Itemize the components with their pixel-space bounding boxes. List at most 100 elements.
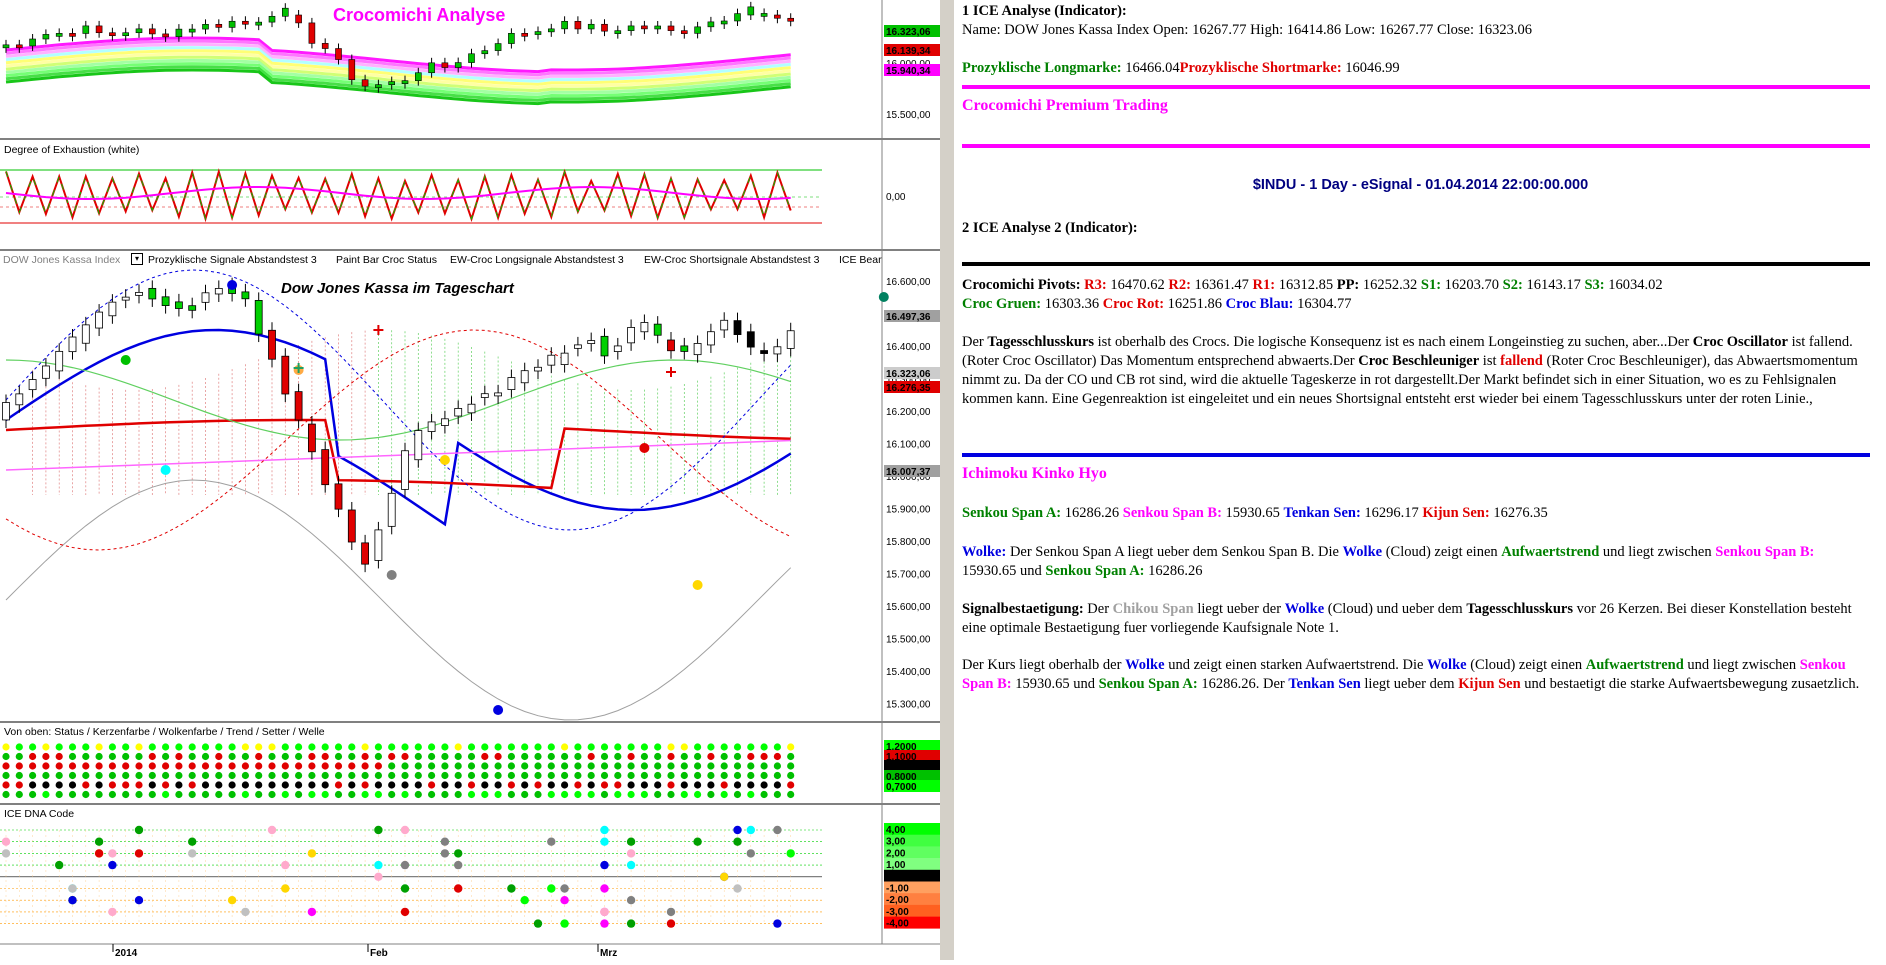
status-dot [95, 790, 103, 799]
candle [268, 329, 276, 360]
status-dot [388, 743, 396, 751]
status-dot [614, 752, 622, 761]
senkou-a-label: Senkou Span A: [962, 505, 1062, 521]
status-dot [587, 790, 595, 799]
status-dot [82, 762, 90, 770]
candle [480, 393, 489, 398]
status-dot [241, 752, 249, 761]
splitter-bar[interactable] [940, 0, 954, 960]
dna-tag: 2,00 [886, 848, 906, 859]
status-dot [255, 771, 263, 780]
status-dot [760, 752, 768, 761]
status-dot [747, 781, 755, 789]
status-dot [534, 771, 542, 780]
status-dot [281, 752, 289, 761]
dna-dot [733, 825, 742, 835]
status-dot [507, 752, 515, 761]
status-dot [640, 790, 649, 799]
candle [121, 296, 130, 301]
price-axis-label: 15.700,00 [886, 570, 931, 581]
candle [627, 25, 635, 31]
status-dot [68, 790, 77, 799]
senkou-b-label: Senkou Span B: [1122, 505, 1222, 521]
status-dot [694, 771, 702, 780]
pivots-line-2: Croc Gruen: 16303.36 Croc Rot: 16251.86 … [962, 296, 1876, 313]
status-dot [587, 781, 595, 789]
price-tag: 16.276,35 [886, 383, 931, 394]
status-dot [760, 743, 768, 751]
status-dot [561, 762, 569, 770]
candle [321, 449, 330, 486]
candle [521, 33, 529, 37]
status-dot [401, 781, 409, 789]
indu-line: $INDU - 1 Day - eSignal - 01.04.2014 22:… [1252, 177, 1589, 193]
status-tag-bg [884, 750, 940, 762]
status-dot [414, 743, 422, 751]
dna-dot [666, 907, 676, 917]
status-dot [268, 743, 276, 751]
legend-dropdown-icon[interactable]: ▾ [131, 253, 143, 265]
status-dot [215, 771, 223, 780]
status-dot [308, 743, 316, 751]
legend-symbol: DOW Jones Kassa Index [3, 254, 121, 266]
status-dot [707, 771, 715, 780]
dna-dot [626, 837, 636, 846]
status-dot [228, 771, 236, 780]
status-dot [454, 743, 462, 751]
status-dot [627, 743, 635, 751]
status-dot [162, 752, 170, 761]
dna-tag: -2,00 [886, 895, 909, 906]
candle [2, 402, 10, 421]
status-dot [308, 762, 316, 770]
status-dot [627, 771, 635, 780]
candle [281, 355, 290, 395]
candle [387, 492, 396, 527]
price-axis-label: 15.800,00 [886, 537, 931, 548]
status-dot [268, 790, 276, 799]
chart-area[interactable]: 16.323,06 16.139,34 16.000,00 15.940,34 15.5… [0, 0, 940, 960]
dna-dot [374, 825, 383, 835]
status-pane-title: Von oben: Status / Kerzenfarbe / Wolkenf… [4, 726, 325, 738]
status-dot [122, 743, 130, 751]
status-dot [82, 771, 90, 780]
status-dot [175, 790, 183, 799]
status-dot [720, 790, 728, 799]
status-dot [680, 771, 688, 780]
status-dot [148, 752, 156, 761]
status-dot [574, 771, 582, 780]
dashed-band [5, 329, 791, 551]
chart-canvas[interactable]: 16.323,06 16.139,34 16.000,00 15.940,34 15.5… [0, 0, 940, 960]
signal-dot [639, 443, 650, 453]
status-dot [454, 762, 462, 770]
price-axis-label: 15.900,00 [886, 505, 931, 516]
candle [786, 330, 795, 349]
status-dot [773, 752, 782, 761]
croc-gruen-value: 16303.36 [1044, 296, 1100, 312]
dna-dot [241, 907, 250, 917]
dna-dot [374, 872, 383, 881]
status-dot [654, 771, 662, 780]
status-dot [28, 771, 37, 780]
status-dot [188, 790, 196, 799]
status-dot [334, 762, 343, 770]
dna-dot [400, 907, 410, 917]
status-dot [241, 771, 249, 780]
dna-dot [547, 837, 556, 846]
status-dot [175, 781, 183, 789]
status-dot [494, 781, 502, 789]
status-dot [188, 743, 196, 751]
status-dot [787, 781, 795, 789]
candle [388, 81, 396, 85]
status-dot [334, 781, 343, 789]
pane-exhaustion: 0,00 [0, 168, 906, 224]
candle [69, 33, 76, 37]
croc-band [5, 52, 791, 90]
status-dot [334, 752, 343, 761]
status-dot [414, 781, 422, 789]
status-dot [587, 762, 595, 770]
candle [414, 430, 423, 461]
status-dot [268, 752, 276, 761]
shortmarke-label: Prozyklische Shortmarke: [1179, 60, 1342, 76]
status-dot [627, 752, 635, 761]
dna-dot [773, 825, 782, 835]
